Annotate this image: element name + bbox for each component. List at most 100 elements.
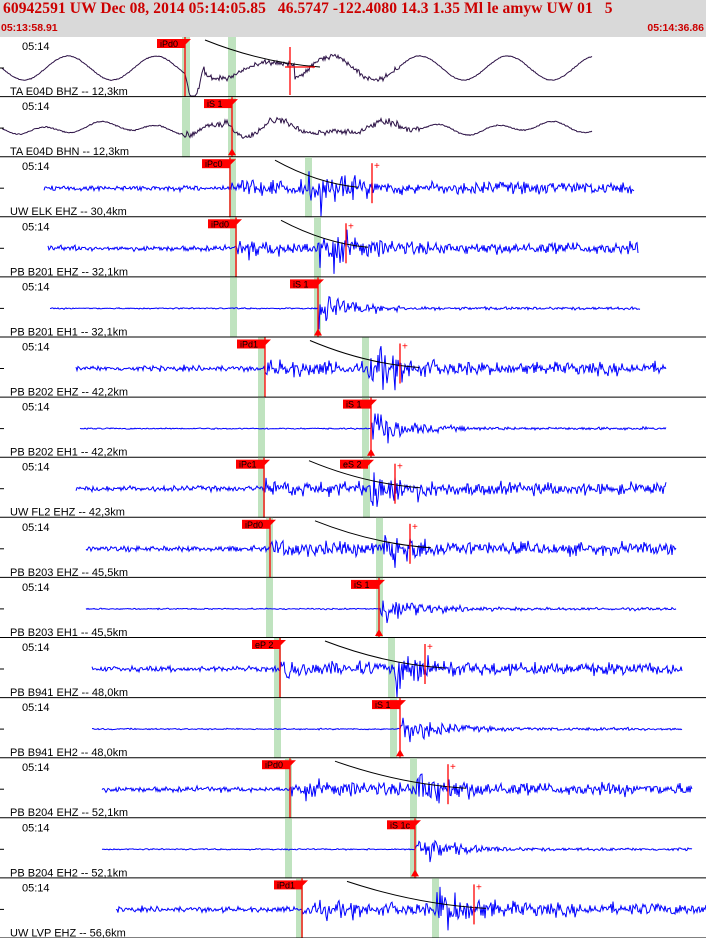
trace-row: iS 1c 05:14 PB B204 EH2 -- 52,1km bbox=[0, 818, 706, 879]
pick-flag-tip bbox=[371, 399, 377, 406]
trace-label: PB B201 EH1 -- 32,1km bbox=[10, 326, 127, 338]
pick-label: iPd0 bbox=[265, 760, 283, 770]
theoretical-curve bbox=[346, 880, 487, 909]
trace-label: PB B202 EH1 -- 42,2km bbox=[10, 447, 127, 459]
pick-flag bbox=[236, 459, 264, 469]
trace-row: iPd0 +05:14 PB B204 EHZ -- 52,1km bbox=[0, 758, 706, 819]
waveform bbox=[91, 655, 683, 698]
time-end: 05:14:36.86 bbox=[647, 22, 704, 34]
pick-label: iS 1 bbox=[354, 580, 370, 590]
pick-flag bbox=[372, 700, 400, 710]
event-header: 60942591 UW Dec 08, 2014 05:14:05.85 46.… bbox=[0, 0, 706, 37]
trace-label: PB B941 EHZ -- 48,0km bbox=[10, 687, 128, 699]
p-window bbox=[285, 758, 292, 819]
pick-flag-tip bbox=[290, 760, 296, 767]
s-arrow bbox=[314, 328, 322, 336]
waveform bbox=[79, 413, 667, 444]
coda-plus: + bbox=[476, 882, 482, 893]
trace-time: 05:14 bbox=[22, 221, 50, 233]
trace-time: 05:14 bbox=[22, 882, 50, 894]
pick-flag bbox=[202, 159, 230, 169]
p-window bbox=[258, 397, 265, 458]
pick-flag-tip bbox=[280, 640, 286, 646]
pick-flag bbox=[340, 459, 368, 469]
coda-plus: + bbox=[374, 161, 380, 172]
s-arrow bbox=[396, 749, 404, 757]
trace-label: TA E04D BHN -- 12,3km bbox=[10, 146, 129, 158]
pick-label: iPc0 bbox=[205, 159, 223, 169]
pick-flag bbox=[157, 39, 185, 48]
waveform bbox=[85, 600, 677, 624]
trace-time: 05:14 bbox=[22, 702, 50, 714]
pick-label: iPd0 bbox=[211, 219, 229, 229]
event-title: 60942591 UW Dec 08, 2014 05:14:05.85 46.… bbox=[3, 0, 613, 17]
theoretical-curve bbox=[280, 219, 369, 248]
pick-flag-tip bbox=[232, 99, 238, 106]
pick-label: iS 1 bbox=[346, 400, 362, 410]
pick-flag bbox=[208, 219, 236, 229]
pick-label: iS 1 bbox=[293, 279, 309, 289]
pick-label: iPd0 bbox=[160, 39, 178, 49]
theoretical-curve bbox=[309, 340, 420, 368]
s-window bbox=[432, 878, 439, 939]
coda-plus: + bbox=[412, 522, 418, 533]
trace-time: 05:14 bbox=[22, 101, 50, 113]
trace-time: 05:14 bbox=[22, 402, 50, 414]
pick-flag bbox=[274, 880, 302, 890]
s-window bbox=[410, 818, 417, 879]
s-window bbox=[228, 37, 236, 98]
trace-label: PB B202 EHZ -- 42,2km bbox=[10, 387, 128, 399]
trace-time: 05:14 bbox=[22, 642, 50, 654]
pick-flag bbox=[237, 339, 265, 349]
p-window bbox=[182, 97, 190, 158]
trace-row: iS 1 05:14 TA E04D BHN -- 12,3km bbox=[0, 97, 706, 158]
pick-label: iPc1 bbox=[239, 460, 257, 470]
s-arrow bbox=[411, 869, 419, 877]
pick-flag-tip bbox=[368, 459, 374, 466]
p-window bbox=[285, 818, 292, 879]
waveform bbox=[1, 116, 593, 139]
trace-row: iPd0 05:14 TA E04D BHZ -- 12,3km bbox=[0, 37, 706, 98]
pick-flag-tip bbox=[379, 579, 385, 586]
trace-label: PB B203 EHZ -- 45,5km bbox=[10, 567, 128, 579]
trace-time: 05:14 bbox=[22, 161, 50, 173]
trace-row: iPd1 +05:14 PB B202 EHZ -- 42,2km bbox=[0, 337, 706, 399]
p-window bbox=[274, 698, 281, 759]
p-window bbox=[230, 277, 237, 338]
s-window bbox=[376, 517, 383, 578]
trace-row: iS 1 05:14 PB B203 EH1 -- 45,5km bbox=[0, 577, 706, 639]
waveform bbox=[47, 229, 639, 274]
pick-flag-tip bbox=[415, 820, 421, 827]
trace-time: 05:14 bbox=[22, 41, 50, 53]
trace-time: 05:14 bbox=[22, 762, 50, 774]
theoretical-curve bbox=[324, 640, 446, 669]
theoretical-curve bbox=[274, 159, 359, 188]
pick-flag-tip bbox=[236, 219, 242, 226]
pick-label: iPd0 bbox=[245, 520, 263, 530]
theoretical-curve bbox=[204, 39, 321, 68]
trace-row: iPd0 +05:14 PB B203 EHZ -- 45,5km bbox=[0, 517, 706, 579]
trace-time: 05:14 bbox=[22, 522, 50, 534]
trace-label: PB B204 EH2 -- 52,1km bbox=[10, 867, 127, 879]
seismogram-panel[interactable]: iPd0 05:14 TA E04D BHZ -- 12,3km iS 1 05:14 T… bbox=[0, 37, 706, 939]
s-window bbox=[390, 698, 397, 759]
p-window bbox=[274, 638, 281, 699]
pick-flag-tip bbox=[400, 700, 406, 707]
seismogram-svg[interactable]: iPd0 05:14 TA E04D BHZ -- 12,3km iS 1 05:14 T… bbox=[0, 37, 706, 939]
trace-row: iPd1 +05:14 UW LVP EHZ -- 56,6km bbox=[0, 878, 706, 939]
p-window bbox=[258, 457, 265, 518]
pick-flag-tip bbox=[185, 39, 191, 45]
pick-flag bbox=[204, 99, 232, 109]
pick-flag bbox=[387, 820, 415, 830]
waveform bbox=[101, 839, 693, 863]
trace-time: 05:14 bbox=[22, 822, 50, 834]
pick-label: iS 1 bbox=[207, 99, 223, 109]
pick-flag bbox=[252, 640, 280, 649]
pick-flag bbox=[351, 579, 379, 589]
s-arrow bbox=[228, 148, 236, 156]
trace-time: 05:14 bbox=[22, 342, 50, 354]
trace-row: iS 1 05:14 PB B201 EH1 -- 32,1km bbox=[0, 277, 706, 338]
trace-label: PB B204 EHZ -- 52,1km bbox=[10, 807, 128, 819]
pick-label: eS 2 bbox=[343, 460, 362, 470]
coda-plus: + bbox=[450, 762, 456, 773]
